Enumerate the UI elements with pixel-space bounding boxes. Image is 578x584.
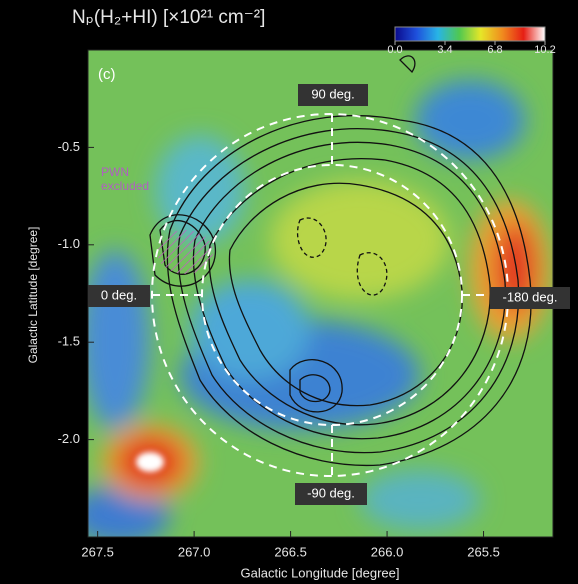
angle-label: 0 deg. (101, 287, 137, 302)
colorbar (395, 27, 545, 41)
chart-title: Nₚ(H₂+HI) [×10²¹ cm⁻²] (72, 7, 265, 28)
y-tick-label: -2.0 (58, 431, 80, 446)
panel-label: (c) (98, 66, 116, 83)
angle-label: 90 deg. (311, 86, 354, 101)
pwn-label: excluded (101, 179, 149, 193)
angle-label: -90 deg. (307, 485, 355, 500)
colorbar-tick-label: 10.2 (534, 44, 555, 56)
y-axis-label: Galactic Latitude [degree] (26, 227, 40, 364)
colorbar-tick-label: 3.4 (437, 44, 452, 56)
y-tick-label: -0.5 (58, 139, 80, 154)
chart: (c) PWN excluded 90 deg. 0 deg. -180 deg… (0, 0, 578, 584)
colorbar-tick-label: 0.0 (387, 44, 402, 56)
angle-label: -180 deg. (503, 289, 558, 304)
x-tick-label: 267.0 (178, 544, 211, 559)
x-tick-label: 266.5 (274, 544, 307, 559)
colorbar-tick-label: 6.8 (487, 44, 502, 56)
x-axis-label: Galactic Longitude [degree] (241, 565, 400, 580)
pwn-label: PWN (101, 165, 129, 179)
x-tick-label: 266.0 (371, 544, 404, 559)
x-tick-label: 267.5 (81, 544, 114, 559)
y-tick-label: -1.5 (58, 334, 80, 349)
y-tick-label: -1.0 (58, 236, 80, 251)
x-tick-label: 265.5 (467, 544, 500, 559)
